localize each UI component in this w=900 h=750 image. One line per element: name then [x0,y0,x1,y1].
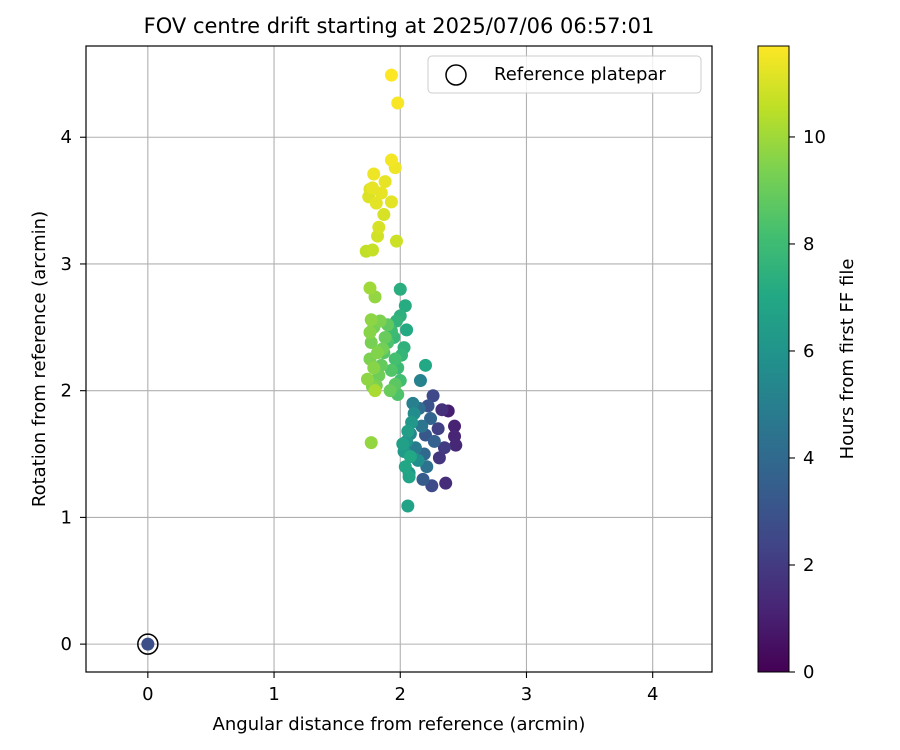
y-tick-label: 3 [61,254,72,275]
legend-box [427,55,702,94]
data-point [400,323,414,337]
data-point [363,325,377,339]
data-point [360,372,374,386]
legend-label-reference: Reference platepar [494,64,666,85]
data-point [365,243,379,257]
y-axis-label: Rotation from reference (arcmin) [29,211,50,507]
data-point [439,476,453,490]
data-point [391,96,405,110]
data-point [372,220,386,234]
plot-area-frame [85,45,713,673]
data-point [367,167,381,181]
data-point [449,438,463,452]
data-point [384,153,398,167]
data-point [378,330,392,344]
data-point [364,436,378,450]
data-point [415,419,429,433]
colorbar-tick-label: 6 [803,341,814,362]
y-tick-label: 4 [61,127,72,148]
data-point [371,346,385,360]
data-point [388,352,402,366]
data-point [384,68,398,82]
data-point [437,441,451,455]
data-point [413,374,427,388]
data-point [364,336,378,350]
data-point [398,299,412,313]
data-point [369,196,383,210]
data-point [403,450,417,464]
legend: Reference platepar [427,55,702,94]
data-point [384,363,398,377]
y-tick-label: 1 [61,507,72,528]
data-point [363,281,377,295]
x-tick-label: 4 [647,684,658,705]
axis-ticks: 0 1 2 3 4 0 1 2 3 4 [61,127,659,705]
colorbar-tick-label: 8 [803,234,814,255]
data-point [389,234,403,248]
reference-platepar-marker [137,633,159,655]
x-tick-label: 1 [268,684,279,705]
data-point [424,412,438,426]
data-point [384,195,398,209]
data-point [378,175,392,189]
colorbar-tick-label: 2 [803,555,814,576]
data-point [427,434,441,448]
colorbar-tick-label: 10 [803,127,826,148]
data-point [367,361,381,375]
data-point [383,384,397,398]
y-tick-label: 0 [61,634,72,655]
x-tick-label: 3 [521,684,532,705]
chart-title: FOV centre drift starting at 2025/07/06 … [144,14,655,38]
data-point [402,470,416,484]
data-point [141,637,155,651]
data-point [364,313,378,327]
data-point [377,208,391,222]
data-point [448,419,462,433]
data-point [406,396,420,410]
x-axis-label: Angular distance from reference (arcmin) [213,714,586,735]
colorbar-tick-label: 0 [803,662,814,683]
data-point [374,186,388,200]
data-point [398,460,412,474]
colorbar-label: Hours from first FF file [837,259,858,460]
data-point [416,472,430,486]
colorbar-ticks: 0 2 4 6 8 10 [789,127,826,683]
y-tick-label: 2 [61,381,72,402]
colorbar [757,45,790,673]
x-tick-label: 0 [142,684,153,705]
x-tick-label: 2 [395,684,406,705]
data-point [368,384,382,398]
scatter-points [137,68,463,655]
data-point [419,358,433,372]
data-point [401,424,415,438]
data-point [431,422,445,436]
data-point [432,451,446,465]
data-point [396,437,410,451]
legend-marker-reference [445,64,467,86]
data-point [435,403,449,417]
data-point [401,499,415,513]
data-point [426,389,440,403]
data-point [393,282,407,296]
colorbar-tick-label: 4 [803,448,814,469]
